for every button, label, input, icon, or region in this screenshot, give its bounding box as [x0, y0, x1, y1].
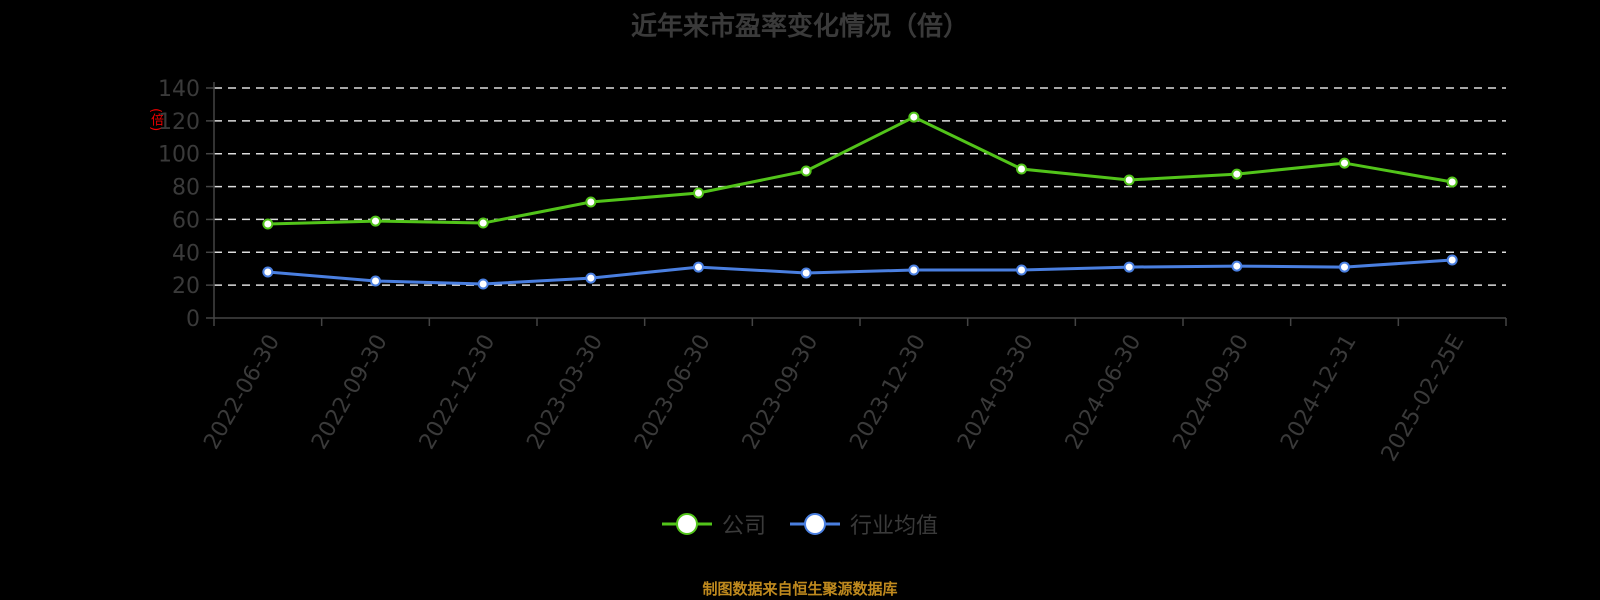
x-tick-label: 2024-09-30: [1168, 331, 1254, 454]
data-point[interactable]: [585, 196, 597, 208]
data-point[interactable]: [1231, 168, 1243, 180]
data-point[interactable]: [370, 215, 381, 227]
legend-label: 公司: [721, 514, 766, 539]
y-axis-unit: (倍): [148, 108, 163, 132]
legend-marker-icon: [790, 513, 840, 535]
y-tick-label: 120: [158, 110, 200, 135]
data-point[interactable]: [693, 261, 704, 273]
x-tick-label: 2022-06-30: [199, 331, 285, 454]
x-tick-label: 2024-03-30: [953, 331, 1039, 454]
data-point[interactable]: [1339, 157, 1350, 169]
data-point[interactable]: [262, 266, 274, 278]
y-tick-label: 20: [172, 274, 200, 299]
data-point[interactable]: [800, 165, 812, 177]
data-point[interactable]: [1123, 174, 1135, 186]
data-point[interactable]: [1231, 260, 1243, 272]
data-point[interactable]: [908, 111, 920, 123]
data-point[interactable]: [800, 267, 812, 279]
y-tick-label: 80: [172, 176, 200, 201]
y-tick-label: 100: [158, 143, 200, 168]
data-point[interactable]: [693, 187, 704, 199]
legend: 公司 行业均值: [0, 508, 1600, 540]
legend-item-company[interactable]: 公司: [661, 508, 766, 540]
legend-label: 行业均值: [850, 514, 939, 539]
data-point[interactable]: [1446, 254, 1458, 266]
data-point[interactable]: [1016, 163, 1027, 175]
x-tick-label: 2022-12-30: [415, 330, 501, 453]
line-chart: 0 20 40 60 80 100 120 140 2022-06-30 2022-09-30 20…: [158, 77, 1507, 466]
data-point[interactable]: [370, 275, 381, 287]
y-tick-label: 0: [186, 307, 200, 332]
data-point[interactable]: [1123, 261, 1135, 273]
legend-item-industry-avg[interactable]: 行业均值: [790, 508, 938, 540]
x-tick-label: 2023-03-30: [522, 331, 608, 454]
x-tick-label: 2023-06-30: [630, 331, 716, 454]
y-tick-label: 60: [172, 208, 200, 233]
x-tick-label: 2023-09-30: [738, 331, 824, 454]
y-tick-label: 40: [172, 241, 200, 266]
y-tick-label: 140: [158, 77, 200, 102]
x-tick-label: 2022-09-30: [307, 331, 393, 454]
series-line: [267, 115, 1453, 226]
data-point[interactable]: [1446, 176, 1458, 188]
data-point[interactable]: [477, 217, 489, 229]
source-footer: 制图数据来自恒生聚源数据库: [702, 580, 898, 598]
legend-marker-icon: [661, 513, 712, 535]
chart-title: 近年来市盈率变化情况（倍）: [630, 12, 969, 42]
data-point[interactable]: [1016, 264, 1027, 276]
x-tick-label: 2023-12-30: [845, 330, 931, 453]
x-tick-label: 2025-02-25E: [1377, 331, 1470, 466]
data-point[interactable]: [1339, 261, 1350, 273]
data-point[interactable]: [908, 264, 920, 276]
data-point[interactable]: [585, 272, 597, 284]
x-tick-label: 2024-12-31: [1276, 331, 1362, 454]
data-point[interactable]: [477, 278, 489, 290]
x-tick-label: 2024-06-30: [1061, 331, 1147, 454]
data-point[interactable]: [262, 218, 274, 230]
series-line: [267, 258, 1453, 286]
